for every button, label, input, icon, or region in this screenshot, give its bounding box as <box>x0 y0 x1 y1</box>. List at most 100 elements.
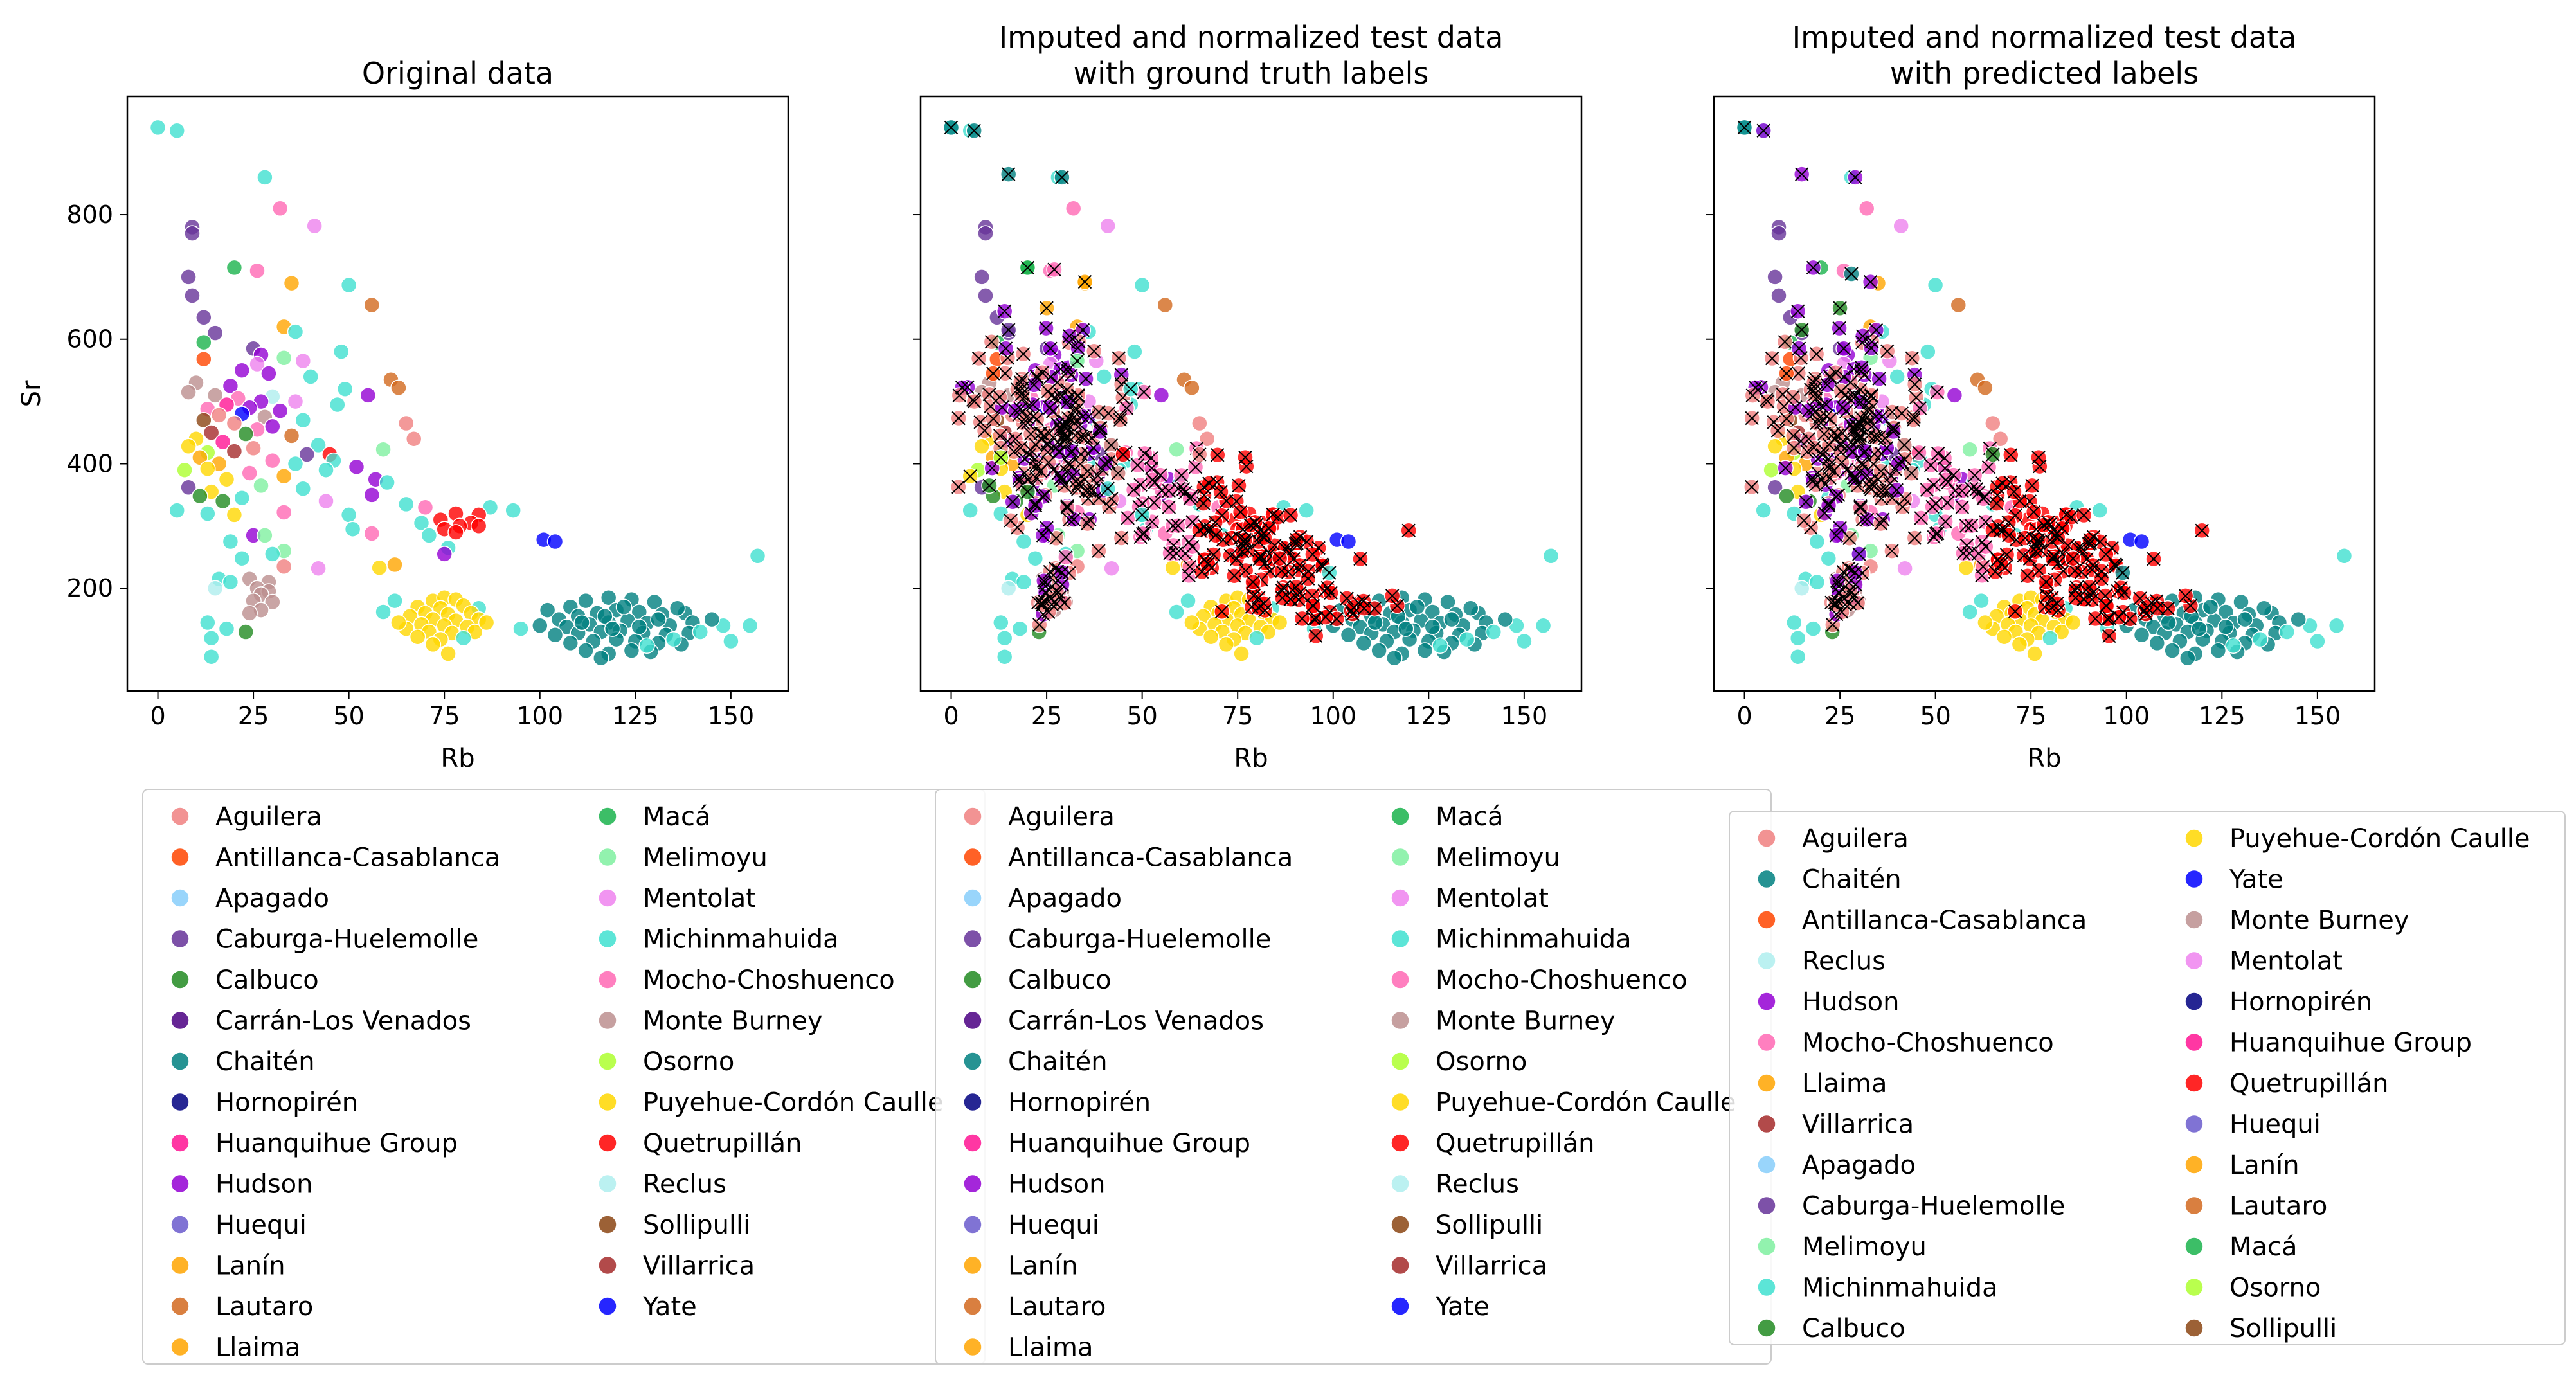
test-point-x <box>1038 585 1053 600</box>
test-point-x <box>1965 481 1979 496</box>
legend-marker <box>1757 1277 1776 1297</box>
test-point-x <box>1289 580 1303 595</box>
test-point-x <box>971 351 986 366</box>
test-point-x <box>1801 432 1816 446</box>
test-point-x <box>2008 604 2022 619</box>
test-point-x <box>1823 471 1837 485</box>
plot-area <box>942 119 1560 667</box>
test-point-x <box>1031 595 1045 610</box>
data-point <box>2309 633 2326 650</box>
data-point <box>184 225 201 242</box>
test-point-x <box>1022 447 1036 462</box>
legend-label: Hornopirén <box>2229 987 2372 1017</box>
data-point <box>973 438 990 455</box>
legend-marker <box>1757 910 1776 929</box>
test-point-x <box>1267 538 1282 553</box>
test-point-x <box>1853 499 1868 514</box>
legend-label: Hudson <box>215 1170 312 1199</box>
test-point-x <box>1124 382 1138 396</box>
data-point <box>390 379 407 397</box>
test-point-x <box>1794 351 1808 365</box>
data-point <box>1271 614 1288 631</box>
test-point-x <box>1147 496 1161 510</box>
data-point <box>253 477 269 494</box>
legend: Aguilera Antillanca-Casablanca Apagado Cabu… <box>142 789 986 1365</box>
test-point-x <box>1390 598 1405 613</box>
test-point-x <box>1290 532 1304 547</box>
test-point-x <box>1947 468 1961 482</box>
data-point <box>1858 200 1875 217</box>
legend-label: Quetrupillán <box>643 1129 802 1158</box>
legend-marker <box>963 1052 982 1071</box>
data-point <box>1767 479 1783 496</box>
test-point-x <box>1290 536 1304 550</box>
test-point-x <box>1020 410 1034 424</box>
test-point-x <box>1964 518 1979 533</box>
test-point-x <box>1040 438 1055 453</box>
test-point-x <box>1907 531 1922 545</box>
test-point-x <box>1251 600 1266 615</box>
test-point-x <box>1271 510 1285 525</box>
test-point-x <box>1036 597 1050 612</box>
data-point <box>1789 648 1806 665</box>
legend-label: Chaitén <box>215 1047 315 1077</box>
axes-frame <box>919 95 1583 692</box>
test-point-x <box>1060 499 1074 514</box>
test-point-x <box>1976 492 1990 506</box>
data-point <box>180 384 197 400</box>
data-point <box>1015 573 1032 591</box>
test-point-x <box>1053 422 1068 436</box>
data-point <box>2290 611 2307 628</box>
test-point-x <box>1029 438 1043 452</box>
test-point-x <box>2039 575 2053 589</box>
data-point <box>2091 502 2108 519</box>
test-point-x <box>2046 549 2061 563</box>
legend-marker <box>1757 869 1776 889</box>
test-point-x <box>1209 528 1223 543</box>
legend-label: Sollipulli <box>643 1210 750 1240</box>
legend-marker <box>963 847 982 867</box>
test-point-x <box>1891 456 1905 471</box>
test-point-x <box>2077 592 2091 606</box>
test-point-x <box>1737 120 1752 135</box>
legend-label: Sollipulli <box>2229 1314 2337 1343</box>
test-point-x <box>995 400 1009 415</box>
test-point-x <box>1162 500 1176 514</box>
data-point <box>2064 614 2082 631</box>
test-point-x <box>1024 506 1038 520</box>
data-point <box>1233 645 1250 662</box>
test-point-x <box>1183 492 1197 506</box>
data-point <box>1950 296 1967 314</box>
data-point <box>1065 200 1082 217</box>
test-point-x <box>1028 498 1043 513</box>
test-point-x <box>1844 267 1859 281</box>
data-point <box>1977 614 1994 631</box>
test-point-x <box>1001 323 1016 337</box>
test-point-x <box>1855 512 1870 527</box>
data-point <box>195 350 212 368</box>
data-point <box>1778 488 1795 505</box>
test-point-x <box>2116 566 2130 580</box>
legend-label: Mocho-Choshuenco <box>643 965 895 995</box>
test-point-x <box>1023 427 1038 441</box>
legend-label: Huequi <box>1008 1210 1099 1240</box>
data-point <box>1168 604 1185 620</box>
test-point-x <box>1788 400 1803 415</box>
test-point-x <box>1929 526 1943 541</box>
data-point <box>436 546 453 562</box>
test-point-x <box>1857 368 1871 382</box>
test-point-x <box>1829 528 1844 543</box>
test-point-x <box>1257 530 1272 545</box>
data-point <box>577 592 594 609</box>
test-point-x <box>1801 404 1816 418</box>
test-point-x <box>1275 591 1290 605</box>
test-point-x <box>1986 447 2000 462</box>
test-point-x <box>1292 558 1307 573</box>
test-point-x <box>1820 378 1835 392</box>
test-point-x <box>1049 584 1064 598</box>
legend-marker <box>170 1297 190 1316</box>
data-point <box>2255 600 2273 616</box>
x-axis-label: Rb <box>440 744 474 773</box>
data-point <box>287 323 304 340</box>
test-point-x <box>1062 512 1077 527</box>
